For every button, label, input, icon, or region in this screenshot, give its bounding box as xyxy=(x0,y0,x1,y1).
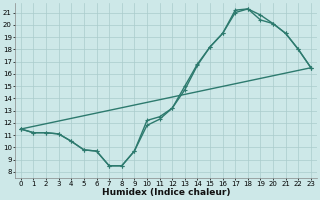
X-axis label: Humidex (Indice chaleur): Humidex (Indice chaleur) xyxy=(102,188,230,197)
